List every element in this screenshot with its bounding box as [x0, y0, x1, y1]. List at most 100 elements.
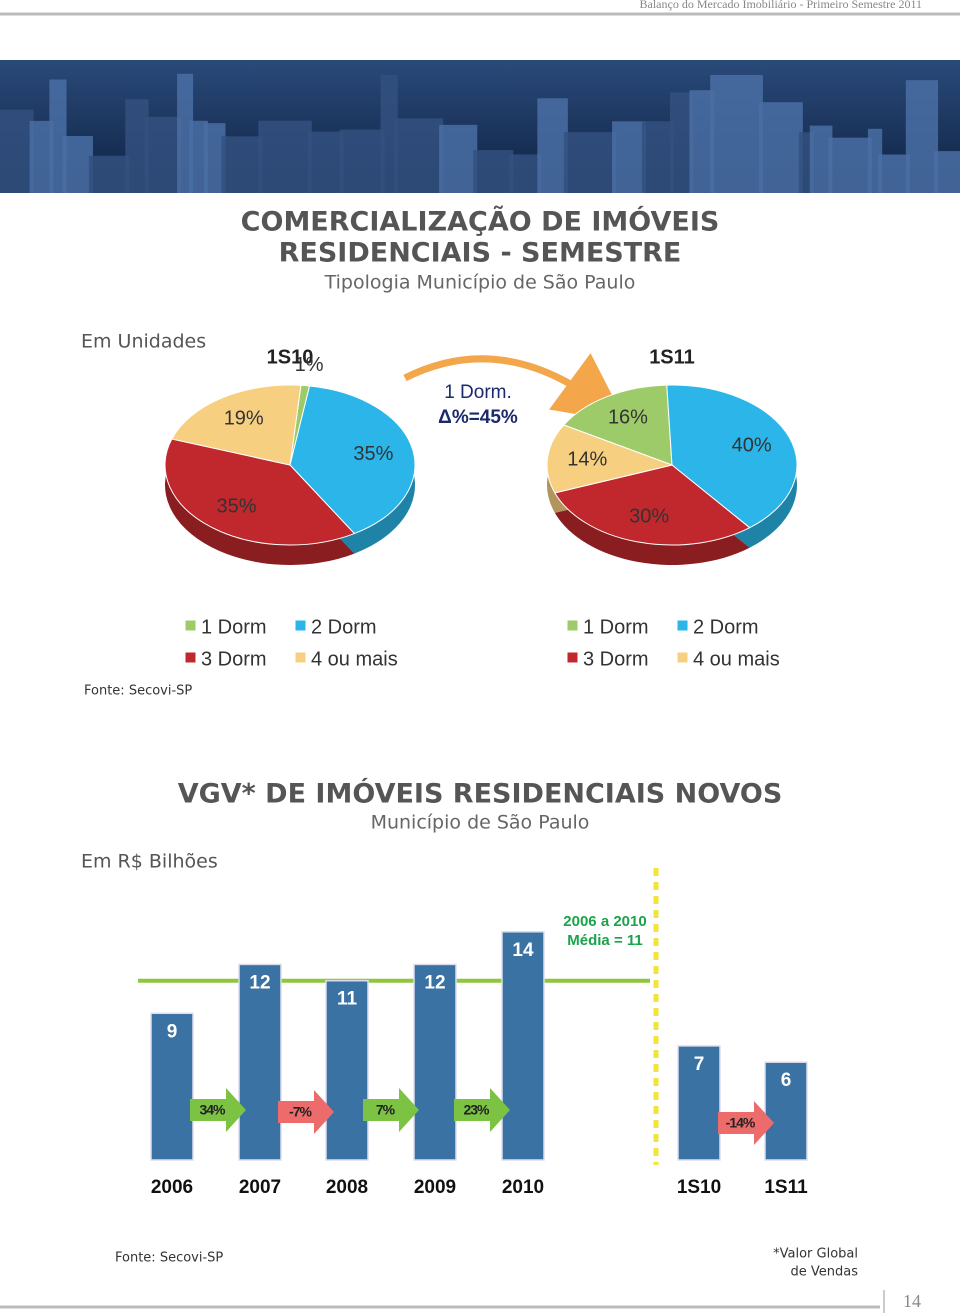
x-tick-label: 2010: [502, 1177, 544, 1198]
bar: [413, 963, 457, 1161]
legend-entry: 1 Dorm: [201, 616, 267, 638]
data-label: 35%: [353, 443, 393, 465]
footnote: *Valor Global: [773, 1247, 858, 1262]
running-title: Balanço do Mercado Imobiliário - Primeir…: [640, 0, 922, 11]
legend-swatch: [676, 651, 689, 664]
data-label: 40%: [732, 434, 772, 456]
data-label: 16%: [608, 407, 648, 429]
x-tick-label: 2008: [326, 1177, 368, 1198]
unit-label: Em R$ Bilhões: [81, 851, 218, 873]
building: [339, 129, 385, 193]
building: [537, 98, 568, 193]
section-subtitle: Tipologia Município de São Paulo: [324, 272, 636, 294]
average-label: Média = 11: [567, 932, 642, 949]
data-label: 30%: [629, 506, 669, 528]
pie-slice: [666, 384, 798, 529]
pie-title: 1S10: [267, 346, 314, 368]
building: [710, 74, 763, 193]
legend-entry: 4 ou mais: [311, 648, 398, 670]
section-title: VGV* DE IMÓVEIS RESIDENCIAIS NOVOS: [178, 778, 783, 810]
bar: [150, 1012, 194, 1161]
pie-slice: [562, 384, 673, 466]
building: [758, 102, 803, 193]
building: [29, 120, 54, 193]
average-label: 2006 a 2010: [563, 913, 646, 930]
building: [258, 120, 312, 193]
building: [144, 116, 182, 193]
legend-swatch: [184, 651, 197, 664]
change-label: 7%: [376, 1102, 396, 1118]
change-arrow: [190, 1088, 246, 1132]
data-label: 7: [694, 1054, 705, 1075]
data-label: 6: [781, 1070, 792, 1091]
building: [189, 120, 208, 193]
building: [473, 150, 514, 193]
change-label: 34%: [199, 1102, 226, 1118]
legend-entry: 4 ou mais: [693, 648, 780, 670]
change-label: -7%: [289, 1104, 312, 1120]
building: [905, 80, 939, 193]
building: [878, 154, 910, 193]
source: Fonte: Secovi-SP: [84, 684, 192, 699]
section-subtitle: Município de São Paulo: [371, 812, 590, 834]
x-tick-label: 1S10: [677, 1177, 721, 1198]
bar: [325, 979, 369, 1161]
pie-slice: [554, 464, 751, 546]
change-arrow: [363, 1088, 419, 1132]
building: [177, 73, 194, 193]
bar: [677, 1045, 721, 1161]
section-title: COMERCIALIZAÇÃO DE IMÓVEIS: [241, 206, 720, 238]
legend-swatch: [294, 619, 307, 632]
change-arrow: [454, 1088, 510, 1132]
legend-entry: 3 Dorm: [583, 648, 649, 670]
change-arrow: [403, 353, 627, 423]
data-label: 12: [249, 972, 270, 993]
data-label: 14%: [567, 449, 607, 471]
pie-slice: [289, 385, 416, 535]
legend-swatch: [566, 651, 579, 664]
change-arrow: [718, 1101, 774, 1145]
building: [828, 137, 872, 193]
section-title: RESIDENCIAIS - SEMESTRE: [279, 238, 682, 269]
legend-swatch: [676, 619, 689, 632]
building: [221, 136, 263, 193]
pie-slice: [171, 384, 302, 466]
source: Fonte: Secovi-SP: [115, 1251, 223, 1266]
bar: [764, 1061, 808, 1161]
pie-title: 1S11: [649, 346, 695, 368]
building: [62, 135, 93, 193]
building: [934, 151, 960, 193]
data-label: 35%: [216, 496, 256, 518]
building: [809, 125, 833, 193]
building: [669, 92, 694, 193]
legend-entry: 2 Dorm: [311, 616, 377, 638]
skyline: [0, 73, 960, 193]
building: [380, 75, 398, 193]
annotation: Δ%=45%: [438, 407, 518, 428]
building: [203, 123, 226, 193]
pie-slice: [164, 438, 356, 546]
footnote: de Vendas: [791, 1265, 859, 1280]
data-label: 11: [337, 989, 358, 1010]
building: [307, 131, 344, 193]
legend-entry: 2 Dorm: [693, 616, 759, 638]
change-arrow: [278, 1090, 334, 1134]
data-label: 9: [167, 1021, 178, 1042]
page-number: 14: [903, 1291, 921, 1311]
data-label: 12: [424, 972, 445, 993]
legend-swatch: [294, 651, 307, 664]
building: [393, 118, 444, 193]
building: [563, 132, 617, 193]
building: [0, 109, 34, 193]
legend-entry: 1 Dorm: [583, 616, 649, 638]
legend-swatch: [184, 619, 197, 632]
data-label: 1%: [295, 354, 324, 376]
building: [641, 121, 674, 193]
x-tick-label: 1S11: [764, 1177, 808, 1198]
data-label: 19%: [224, 408, 264, 430]
building: [88, 155, 130, 193]
building: [439, 124, 478, 193]
x-tick-label: 2006: [151, 1177, 193, 1198]
pie-slice: [546, 424, 674, 494]
